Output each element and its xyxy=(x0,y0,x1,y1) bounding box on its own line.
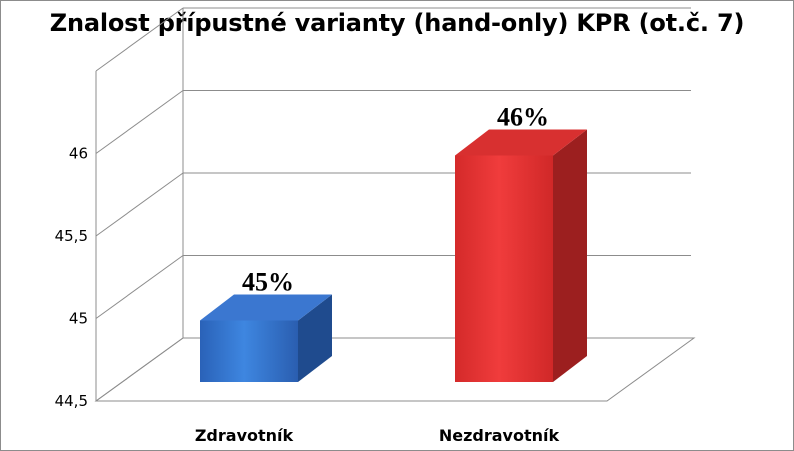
bar-top xyxy=(200,294,332,321)
gridline-side xyxy=(95,90,184,154)
data-label: 45% xyxy=(242,268,294,297)
gridline-side xyxy=(95,7,184,72)
y-tick-label: 44,5 xyxy=(55,392,88,410)
y-tick-label: 45 xyxy=(69,310,88,328)
category-label: Nezdravotník xyxy=(439,426,560,445)
data-label: 46% xyxy=(497,103,549,132)
bar-nezdravotník xyxy=(455,129,587,382)
bar-zdravotník xyxy=(200,294,332,382)
bar-side xyxy=(553,129,587,382)
bar-top xyxy=(455,129,587,156)
y-tick-label: 46 xyxy=(69,145,88,163)
category-label: Zdravotník xyxy=(195,426,294,445)
bar-front xyxy=(455,155,553,382)
chart-floor xyxy=(94,337,696,402)
chart-title: Znalost přípustné varianty (hand-only) K… xyxy=(49,9,745,37)
bar-front xyxy=(200,320,298,382)
gridline-side xyxy=(95,255,184,319)
y-tick-label: 45,5 xyxy=(55,227,88,245)
gridline-side xyxy=(95,172,184,237)
bar-side xyxy=(298,294,332,382)
